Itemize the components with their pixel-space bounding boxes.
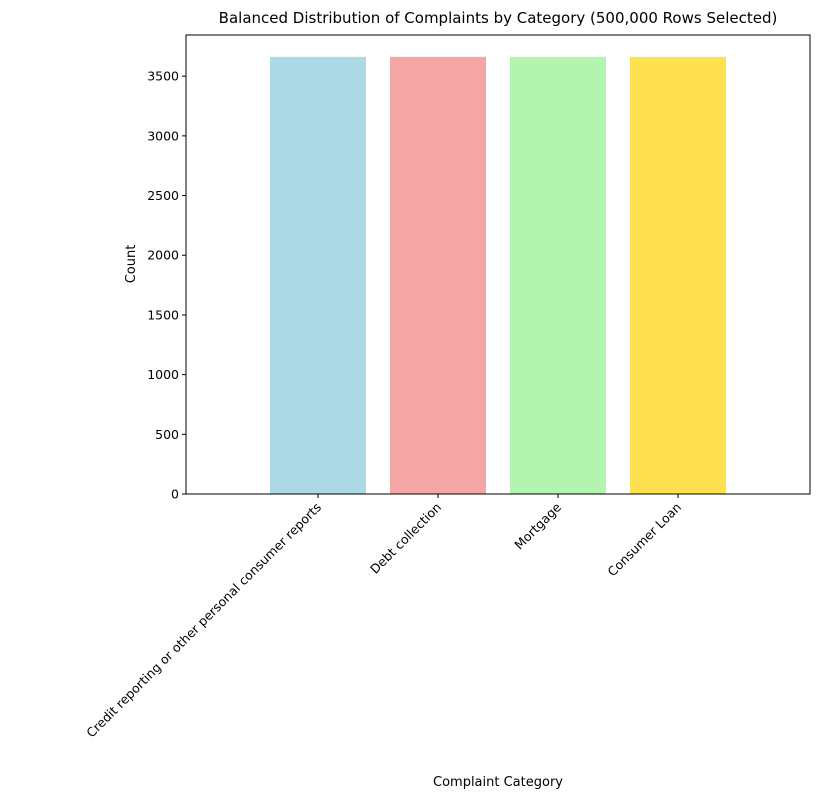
y-tick-label: 0: [171, 487, 179, 502]
x-tick-label: Debt collection: [367, 500, 444, 577]
x-tick-label: Credit reporting or other personal consu…: [83, 500, 324, 741]
y-tick-label: 3500: [147, 69, 179, 84]
y-tick-label: 500: [155, 427, 179, 442]
bar-0: [270, 56, 366, 495]
x-axis: Credit reporting or other personal consu…: [83, 494, 684, 740]
x-axis-label: Complaint Category: [433, 775, 563, 790]
y-tick-label: 2000: [147, 248, 179, 263]
bars-group: [270, 56, 726, 495]
x-tick-label: Mortgage: [511, 499, 564, 552]
bar-2: [510, 56, 606, 495]
plot-frame: [185, 34, 811, 495]
bar-3: [630, 56, 726, 495]
chart-title: Balanced Distribution of Complaints by C…: [219, 9, 778, 27]
y-tick-label: 1000: [147, 367, 179, 382]
y-axis-label: Count: [124, 245, 139, 284]
y-tick-label: 1500: [147, 307, 179, 322]
y-axis: 0 500 1000 1500 2000 2500 3000 3500: [147, 69, 186, 502]
y-tick-label: 3000: [147, 128, 179, 143]
x-tick-label: Consumer Loan: [604, 500, 684, 580]
bar-1: [390, 56, 486, 495]
y-tick-label: 2500: [147, 188, 179, 203]
